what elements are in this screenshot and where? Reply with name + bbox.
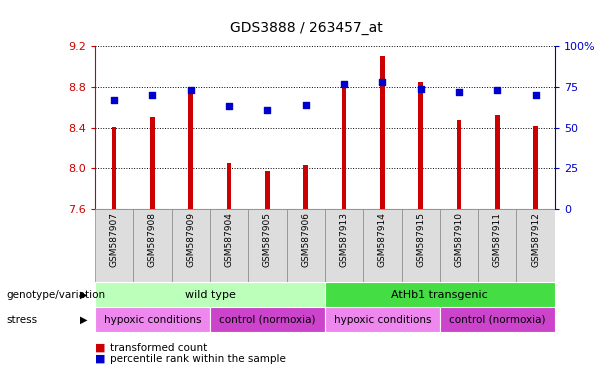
Bar (363, 209, 402, 282)
Point (109, 97, 119, 103)
Text: control (normoxia): control (normoxia) (219, 314, 316, 325)
Bar (533, 126, 538, 209)
Point (224, 103, 234, 109)
Text: transformed count: transformed count (110, 343, 208, 353)
Text: GSM587909: GSM587909 (186, 212, 196, 267)
Text: GSM587910: GSM587910 (454, 212, 463, 267)
Bar (95, 209, 134, 282)
Text: stress: stress (6, 314, 37, 325)
Point (416, 86, 425, 92)
Text: control (normoxia): control (normoxia) (449, 314, 546, 325)
Text: GSM587913: GSM587913 (340, 212, 349, 267)
Bar (440, 209, 478, 282)
Bar (516, 209, 555, 282)
Text: genotype/variation: genotype/variation (6, 290, 105, 300)
Text: GSM587912: GSM587912 (531, 212, 540, 267)
Point (378, 79, 387, 85)
Text: hypoxic conditions: hypoxic conditions (104, 314, 201, 325)
Bar (303, 166, 308, 209)
Point (492, 87, 502, 93)
Text: hypoxic conditions: hypoxic conditions (333, 314, 431, 325)
Text: GSM587905: GSM587905 (263, 212, 272, 267)
Text: percentile rank within the sample: percentile rank within the sample (110, 354, 286, 364)
Bar (210, 307, 325, 332)
Bar (440, 307, 555, 332)
Bar (478, 209, 516, 282)
Bar (210, 209, 248, 282)
Bar (380, 56, 385, 209)
Bar (495, 116, 500, 209)
Text: GSM587904: GSM587904 (224, 212, 234, 267)
Bar (172, 209, 210, 282)
Point (339, 81, 349, 87)
Bar (189, 87, 193, 209)
Bar (342, 87, 346, 209)
Text: GSM587907: GSM587907 (110, 212, 119, 267)
Bar (134, 209, 172, 282)
Bar (457, 119, 461, 209)
Bar (402, 209, 440, 282)
Bar (95, 307, 210, 332)
Text: ▶: ▶ (80, 314, 88, 325)
Text: GSM587908: GSM587908 (148, 212, 157, 267)
Text: GDS3888 / 263457_at: GDS3888 / 263457_at (230, 21, 383, 35)
Text: ▶: ▶ (80, 290, 88, 300)
Bar (265, 170, 270, 209)
Bar (95, 282, 325, 307)
Point (454, 89, 464, 95)
Bar (227, 163, 232, 209)
Text: wild type: wild type (185, 290, 235, 300)
Text: GSM587915: GSM587915 (416, 212, 425, 267)
Bar (112, 127, 116, 209)
Bar (325, 282, 555, 307)
Bar (150, 118, 154, 209)
Text: GSM587906: GSM587906 (301, 212, 310, 267)
Text: GSM587911: GSM587911 (493, 212, 502, 267)
Text: GSM587914: GSM587914 (378, 212, 387, 267)
Bar (325, 307, 440, 332)
Bar (418, 82, 423, 209)
Point (301, 102, 311, 108)
Text: ■: ■ (95, 354, 105, 364)
Point (186, 87, 196, 93)
Text: AtHb1 transgenic: AtHb1 transgenic (392, 290, 488, 300)
Point (262, 107, 272, 113)
Bar (248, 209, 287, 282)
Bar (325, 209, 363, 282)
Point (148, 92, 158, 98)
Point (531, 92, 541, 98)
Bar (287, 209, 325, 282)
Text: ■: ■ (95, 343, 105, 353)
